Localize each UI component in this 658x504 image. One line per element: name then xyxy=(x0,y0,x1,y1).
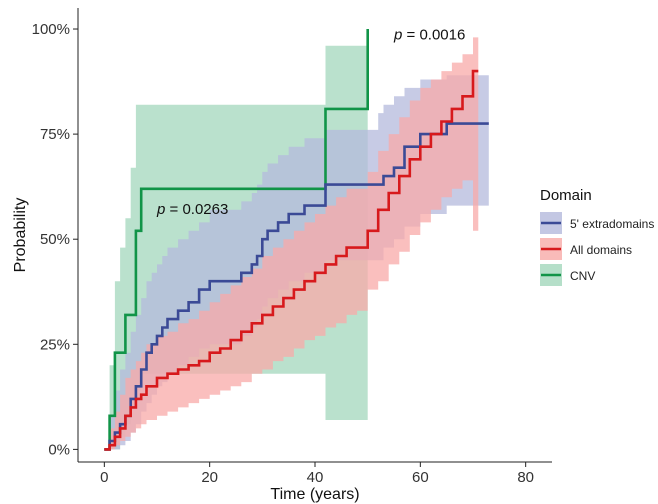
p-value: = 0.0263 xyxy=(165,201,228,218)
p-value-annotation: p = 0.0016 xyxy=(393,27,465,44)
p-value: = 0.0016 xyxy=(402,27,465,44)
y-tick-label: 100% xyxy=(32,21,70,38)
legend-title: Domain xyxy=(540,187,592,204)
series-line xyxy=(104,29,369,451)
legend-label: All domains xyxy=(570,243,632,257)
x-tick-label: 40 xyxy=(307,469,324,486)
x-tick-label: 60 xyxy=(412,469,429,486)
axes: 0% 25% 50% 75% 100% 0 20 40 60 80 Time (years) Prob… xyxy=(12,8,552,503)
x-axis-label: Time (years) xyxy=(270,486,359,503)
y-tick-label: 50% xyxy=(40,231,70,248)
confidence-bands xyxy=(104,37,489,450)
y-tick-label: 75% xyxy=(40,126,70,143)
x-tick-label: 80 xyxy=(517,469,534,486)
p-symbol: p xyxy=(393,27,402,44)
y-axis-label: Probability xyxy=(12,198,29,273)
series-lines xyxy=(104,29,489,451)
series-line xyxy=(104,69,479,451)
x-tick-label: 20 xyxy=(201,469,218,486)
legend: Domain 5' extradomains All domains CNV xyxy=(540,187,654,286)
legend-label: CNV xyxy=(570,269,595,283)
y-tick-label: 0% xyxy=(48,441,70,458)
x-tick-label: 0 xyxy=(100,469,108,486)
legend-label: 5' extradomains xyxy=(570,217,654,231)
p-symbol: p xyxy=(156,201,165,218)
p-value-annotation: p = 0.0263 xyxy=(156,201,228,218)
confidence-band xyxy=(104,37,479,450)
y-tick-label: 25% xyxy=(40,336,70,353)
